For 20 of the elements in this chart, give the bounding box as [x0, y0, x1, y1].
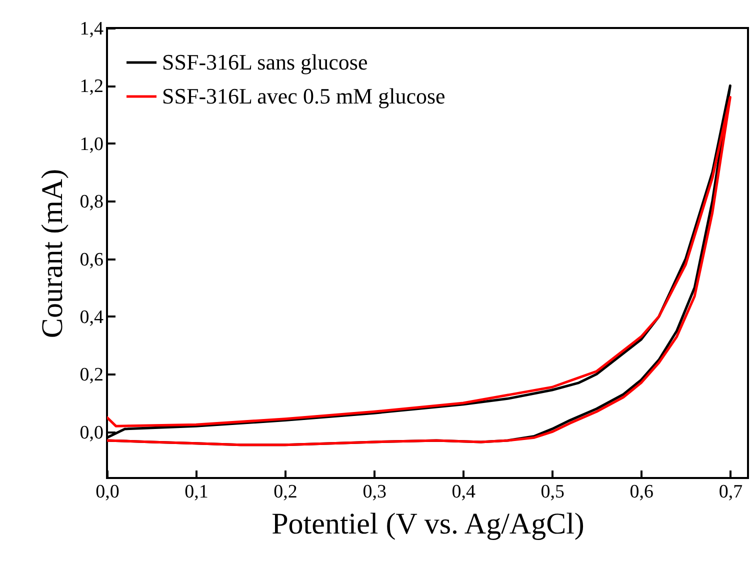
y-tick-label: 0,4	[80, 306, 104, 328]
y-tick-label: 0,8	[80, 192, 104, 213]
y-tick-label: 1,4	[80, 18, 104, 40]
x-tick-label: 0,6	[630, 482, 654, 502]
x-tick-label: 0,3	[362, 482, 386, 502]
x-tick-label: 0,7	[718, 482, 743, 502]
x-tick-label: 0,1	[184, 482, 208, 502]
legend-label: SSF-316L avec 0.5 mM glucose	[162, 84, 446, 108]
x-tick-label: 0,2	[274, 482, 298, 502]
x-tick-label: 0,4	[452, 482, 476, 502]
x-axis-title: Potentiel (V vs. Ag/AgCl)	[272, 508, 584, 540]
y-tick-label: 0,0	[80, 422, 104, 444]
y-tick-label: 1,0	[80, 134, 104, 155]
y-tick-label: 0,6	[80, 249, 104, 270]
y-axis-title: Courant (mA)	[36, 168, 69, 338]
legend-label: SSF-316L sans glucose	[162, 50, 368, 74]
y-tick-label: 0,2	[80, 364, 104, 386]
x-tick-label: 0,0	[96, 482, 120, 502]
x-tick-label: 0,5	[540, 482, 565, 502]
y-tick-label: 1,2	[80, 76, 104, 98]
